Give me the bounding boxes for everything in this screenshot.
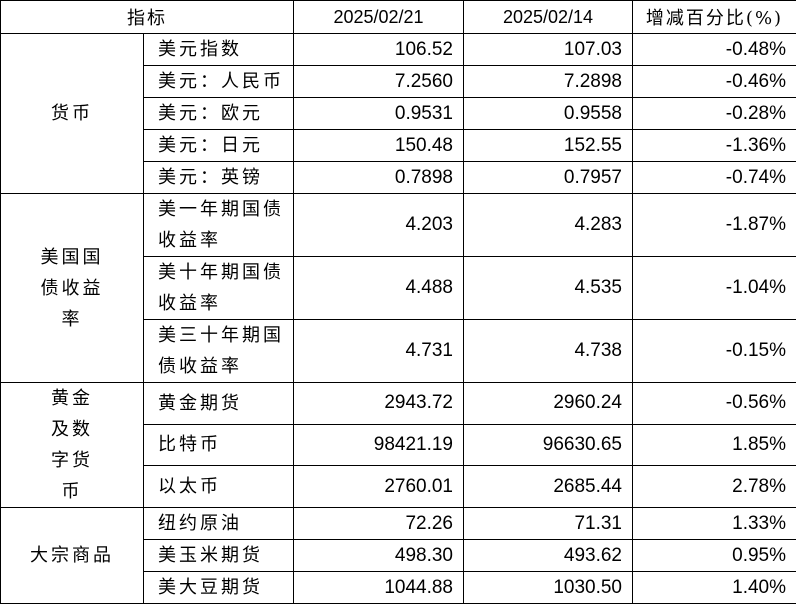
indicator-name: 美玉米期货 <box>144 540 294 572</box>
category-cell: 大宗商品 <box>1 508 144 604</box>
indicator-name: 美元：欧元 <box>144 98 294 130</box>
value-current: 98421.19 <box>294 424 464 466</box>
value-previous: 2685.44 <box>464 466 633 508</box>
indicator-name: 纽约原油 <box>144 508 294 540</box>
category-cell: 美国国债收益率 <box>1 194 144 383</box>
value-current: 2760.01 <box>294 466 464 508</box>
indicator-name: 美大豆期货 <box>144 572 294 604</box>
value-previous: 1030.50 <box>464 572 633 604</box>
indicator-name: 美元指数 <box>144 34 294 66</box>
header-indicator: 指标 <box>1 1 294 34</box>
value-current: 72.26 <box>294 508 464 540</box>
change-pct: -1.04% <box>633 257 796 320</box>
indicator-name: 黄金期货 <box>144 383 294 425</box>
value-current: 0.9531 <box>294 98 464 130</box>
header-date-2: 2025/02/14 <box>464 1 633 34</box>
value-current: 498.30 <box>294 540 464 572</box>
indicator-name: 美一年期国债收益率 <box>144 194 294 257</box>
value-previous: 0.9558 <box>464 98 633 130</box>
indicator-name: 美十年期国债收益率 <box>144 257 294 320</box>
indicator-name: 美三十年期国债收益率 <box>144 320 294 383</box>
indicator-name: 美元：英镑 <box>144 162 294 194</box>
change-pct: -0.15% <box>633 320 796 383</box>
change-pct: -0.28% <box>633 98 796 130</box>
value-previous: 0.7957 <box>464 162 633 194</box>
value-current: 1044.88 <box>294 572 464 604</box>
header-date-1: 2025/02/21 <box>294 1 464 34</box>
indicator-name: 以太币 <box>144 466 294 508</box>
value-previous: 7.2898 <box>464 66 633 98</box>
value-current: 150.48 <box>294 130 464 162</box>
value-previous: 2960.24 <box>464 383 633 425</box>
change-pct: 1.85% <box>633 424 796 466</box>
value-previous: 107.03 <box>464 34 633 66</box>
change-pct: -0.48% <box>633 34 796 66</box>
value-previous: 152.55 <box>464 130 633 162</box>
change-pct: 2.78% <box>633 466 796 508</box>
category-cell: 黄金及数字货币 <box>1 383 144 508</box>
change-pct: -1.36% <box>633 130 796 162</box>
change-pct: 0.95% <box>633 540 796 572</box>
value-current: 4.488 <box>294 257 464 320</box>
value-previous: 4.283 <box>464 194 633 257</box>
change-pct: -0.74% <box>633 162 796 194</box>
value-current: 4.731 <box>294 320 464 383</box>
value-current: 4.203 <box>294 194 464 257</box>
value-current: 2943.72 <box>294 383 464 425</box>
value-current: 0.7898 <box>294 162 464 194</box>
change-pct: -0.46% <box>633 66 796 98</box>
header-row: 指标 2025/02/21 2025/02/14 增减百分比(%) <box>1 1 796 34</box>
value-previous: 96630.65 <box>464 424 633 466</box>
value-current: 7.2560 <box>294 66 464 98</box>
change-pct: 1.33% <box>633 508 796 540</box>
value-previous: 4.535 <box>464 257 633 320</box>
indicator-name: 比特币 <box>144 424 294 466</box>
change-pct: -1.87% <box>633 194 796 257</box>
change-pct: -0.56% <box>633 383 796 425</box>
value-previous: 493.62 <box>464 540 633 572</box>
change-pct: 1.40% <box>633 572 796 604</box>
value-current: 106.52 <box>294 34 464 66</box>
indicator-name: 美元：日元 <box>144 130 294 162</box>
value-previous: 71.31 <box>464 508 633 540</box>
category-cell: 货币 <box>1 34 144 194</box>
value-previous: 4.738 <box>464 320 633 383</box>
header-change-pct: 增减百分比(%) <box>633 1 796 34</box>
indicator-name: 美元：人民币 <box>144 66 294 98</box>
